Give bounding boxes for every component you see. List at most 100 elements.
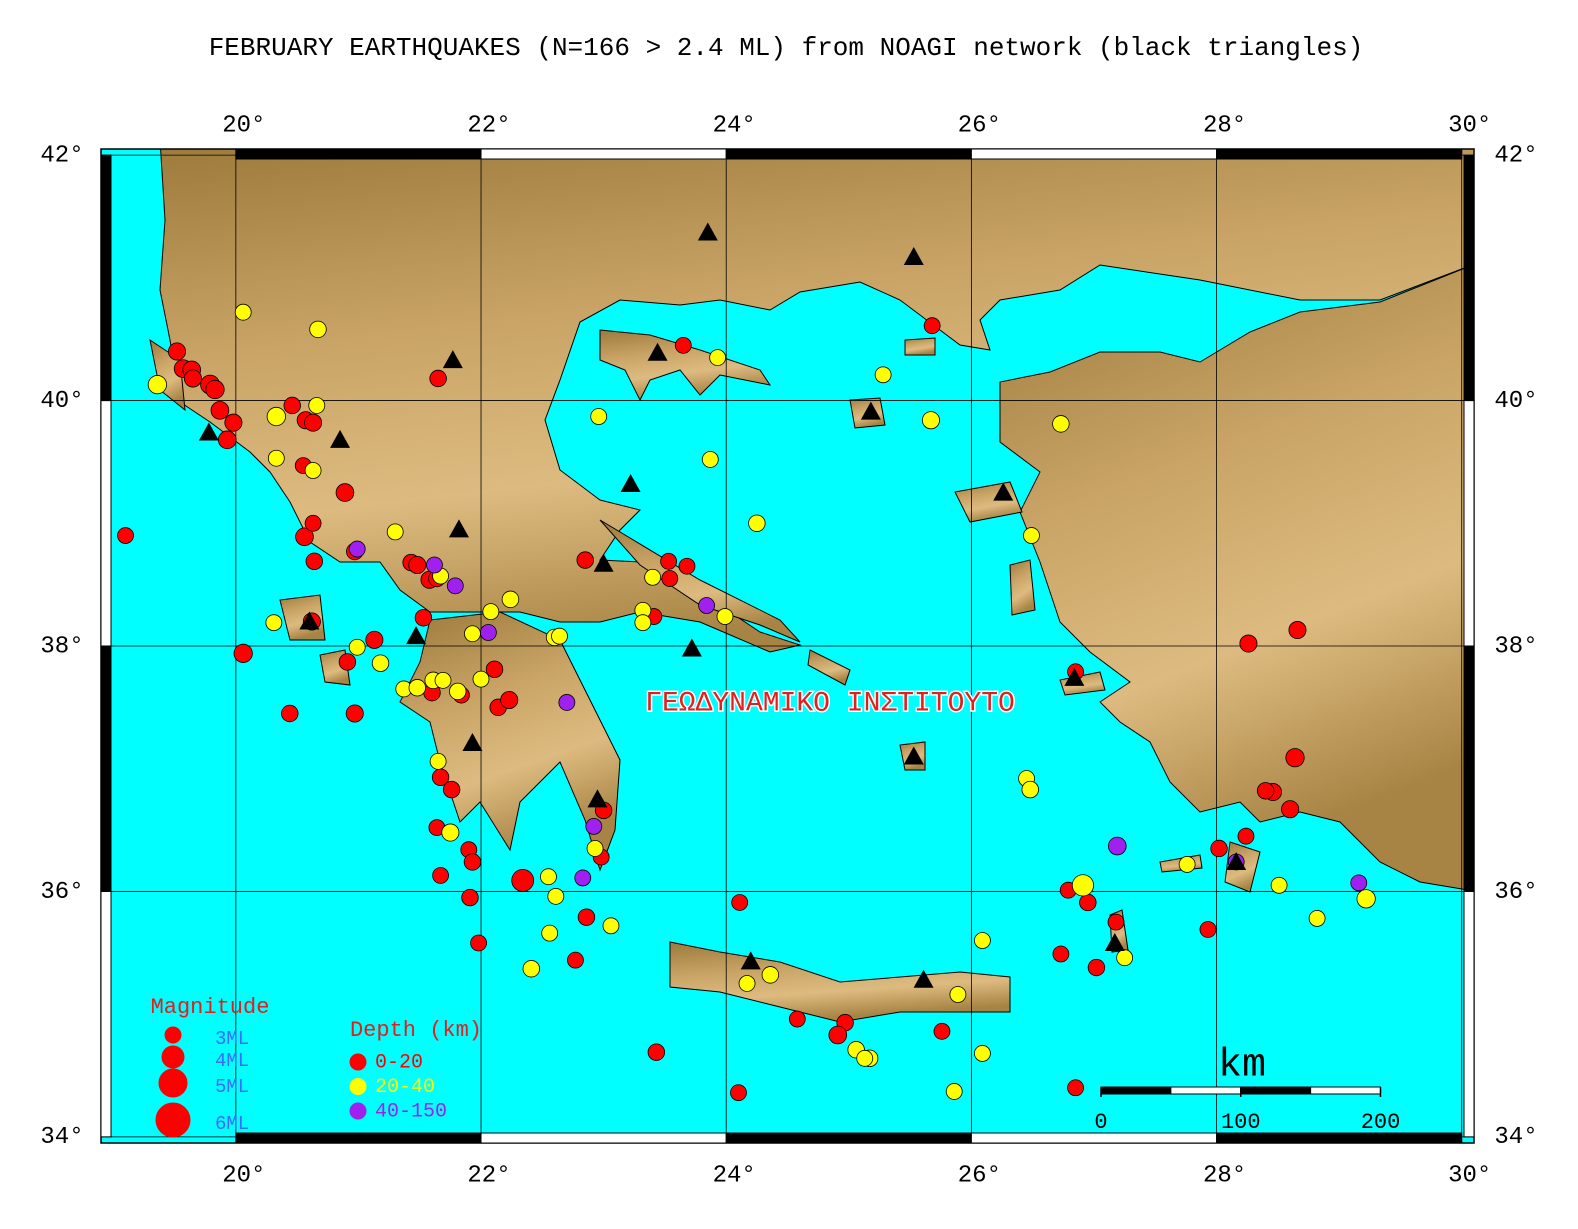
station <box>330 429 351 448</box>
earthquake <box>647 1043 666 1061</box>
x-tick-label-bottom: 30° <box>1448 1162 1491 1189</box>
earthquake <box>1087 958 1106 977</box>
earthquake <box>338 653 357 671</box>
earthquake <box>761 966 780 984</box>
earthquake <box>1023 527 1040 544</box>
frame-bar <box>1463 645 1475 892</box>
earthquake <box>698 597 715 614</box>
land-chalkidiki <box>599 329 772 402</box>
earthquake <box>974 1045 991 1062</box>
earthquake <box>1178 856 1196 873</box>
magnitude-legend-symbol <box>155 1102 191 1138</box>
x-tick-label-bottom: 26° <box>958 1162 1001 1189</box>
earthquake <box>1052 415 1070 433</box>
earthquake <box>348 540 366 558</box>
frame-bar <box>725 148 972 160</box>
earthquake <box>1281 800 1300 819</box>
earthquake <box>414 609 433 627</box>
frame-bar <box>1463 890 1475 1138</box>
station <box>587 789 608 808</box>
earthquake <box>586 840 604 857</box>
earthquake <box>464 625 481 643</box>
earthquake <box>1067 1079 1084 1097</box>
earthquake <box>233 643 253 663</box>
depth-legend-title: Depth (km) <box>350 1018 482 1043</box>
earthquake <box>429 369 447 388</box>
earthquake <box>267 449 285 467</box>
station <box>993 482 1014 501</box>
earthquake <box>434 671 452 689</box>
earthquake <box>386 523 404 541</box>
basemap <box>101 149 1474 1143</box>
earthquake <box>738 975 756 992</box>
earthquake <box>540 868 557 886</box>
earthquake <box>1237 827 1255 845</box>
earthquake <box>449 682 467 701</box>
watermark: ΓΕΩΔΥΝΑΜΙΚΟ ΙΝΣΤΙΤΟΥΤΟ <box>645 688 1015 719</box>
y-tick-label-right: 34° <box>1494 1124 1537 1151</box>
x-tick-label-top: 24° <box>713 112 756 139</box>
earthquake <box>1021 780 1039 799</box>
earthquake <box>602 917 620 935</box>
frame-bar <box>235 148 482 160</box>
earthquake <box>567 951 584 969</box>
earthquake <box>309 320 327 339</box>
earthquake <box>304 462 322 479</box>
earthquake <box>558 694 576 711</box>
y-tick-label-right: 40° <box>1494 388 1537 415</box>
magnitude-legend-label: 4ML <box>215 1050 249 1072</box>
earthquake <box>949 986 967 1003</box>
earthquake <box>266 406 286 427</box>
earthquake <box>1356 889 1376 909</box>
earthquake <box>283 396 301 415</box>
earthquake <box>429 752 447 770</box>
station <box>860 401 881 420</box>
earthquake <box>1199 921 1217 938</box>
earthquake <box>585 817 603 835</box>
earthquake <box>921 411 940 430</box>
frame-bar <box>1216 1132 1463 1144</box>
station <box>462 732 483 751</box>
earthquake <box>304 413 323 432</box>
earthquake <box>117 527 134 544</box>
scale-bar-label: 0 <box>1094 1110 1107 1135</box>
land-thasos <box>904 337 936 356</box>
station <box>903 246 924 265</box>
depth-legend-symbol <box>349 1078 367 1095</box>
y-tick-label-right: 36° <box>1494 879 1537 906</box>
x-tick-label-bottom: 22° <box>467 1162 510 1189</box>
station <box>740 951 761 970</box>
earthquake <box>1270 876 1288 894</box>
earthquake <box>295 527 314 547</box>
x-tick-label-top: 22° <box>467 112 510 139</box>
earthquake <box>1071 874 1095 897</box>
station <box>647 342 668 361</box>
magnitude-legend-label: 5ML <box>215 1076 249 1098</box>
station <box>681 638 702 657</box>
earthquake <box>365 630 384 649</box>
earthquake <box>1079 893 1097 912</box>
depth-legend-label: 20-40 <box>375 1076 435 1099</box>
x-tick-label-bottom: 20° <box>222 1162 265 1189</box>
earthquake <box>923 317 941 335</box>
station <box>442 350 463 369</box>
map-title: FEBRUARY EARTHQUAKES (N=166 > 2.4 ML) fr… <box>209 33 1364 63</box>
earthquake <box>408 679 426 697</box>
station <box>620 474 641 493</box>
frame-bar <box>235 1132 482 1144</box>
earthquake <box>168 342 187 361</box>
scale-bar-title: km <box>1218 1044 1266 1089</box>
earthquake <box>305 552 324 571</box>
magnitude-legend-symbol <box>161 1045 185 1069</box>
depth-legend-label: 0-20 <box>375 1051 423 1074</box>
earthquake <box>441 823 460 842</box>
station <box>299 611 320 630</box>
station <box>913 969 934 988</box>
earthquake <box>577 908 596 926</box>
earthquake <box>371 654 390 672</box>
x-tick-label-top: 28° <box>1203 112 1246 139</box>
frame-bar <box>725 1132 972 1144</box>
earthquake <box>234 303 252 321</box>
earthquake <box>511 868 535 892</box>
